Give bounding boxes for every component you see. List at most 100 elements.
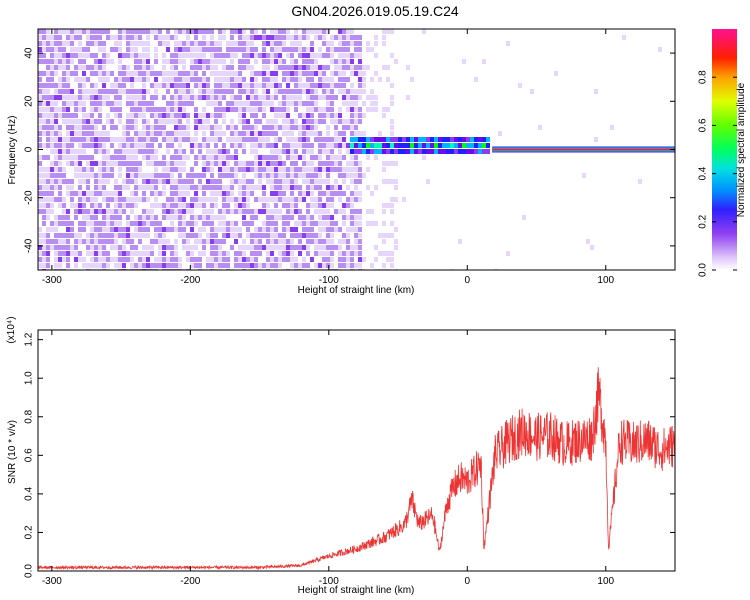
spectrogram-cell	[310, 83, 314, 88]
spectrogram-cell	[54, 257, 58, 262]
spectrogram-cell	[362, 65, 366, 70]
spectrogram-cell	[338, 89, 342, 94]
spectrogram-cell	[114, 179, 118, 184]
spectrogram-cell	[458, 149, 462, 154]
spectrogram-cell	[298, 155, 302, 160]
spectrogram-cell	[202, 155, 206, 160]
spectrogram-cell	[354, 53, 358, 58]
spectrogram-cell	[162, 155, 166, 160]
spectrogram-cell	[250, 71, 254, 76]
spectrogram-cell	[70, 113, 74, 118]
spectrogram-cell	[166, 59, 170, 64]
spectrogram-cell	[98, 233, 102, 238]
spectrogram-cell	[194, 77, 198, 82]
spectrogram-cell	[58, 155, 62, 160]
spectrogram-cell	[338, 125, 342, 130]
spectrogram-cell	[226, 113, 230, 118]
spectrogram-cell	[106, 137, 110, 142]
spectrogram-cell	[118, 137, 122, 142]
spectrogram-cell	[334, 197, 338, 202]
spectrogram-cell	[166, 155, 170, 160]
spectrogram-cell	[158, 107, 162, 112]
spectrogram-cell	[282, 89, 286, 94]
spectrogram-cell	[266, 215, 270, 220]
spectrogram-cell	[126, 47, 130, 52]
spectrogram-cell	[458, 143, 462, 148]
spectrogram-cell	[210, 263, 214, 268]
spectrogram-cell	[394, 143, 398, 148]
spectrogram-cell	[58, 95, 62, 100]
spectrogram-cell	[298, 125, 302, 130]
spectrogram-cell	[274, 137, 278, 142]
spectrogram-cell	[382, 257, 386, 262]
spectrogram-cell	[38, 209, 42, 214]
spectrogram-cell	[222, 83, 226, 88]
spectrogram-cell	[74, 53, 78, 58]
spectrogram-cell	[286, 173, 290, 178]
spectrogram-cell	[146, 77, 150, 82]
spectrogram-cell	[122, 155, 126, 160]
spectrogram-cell	[374, 185, 378, 190]
spectrogram-cell	[118, 167, 122, 172]
spectrogram-cell	[358, 161, 362, 166]
spectrogram-cell	[78, 197, 82, 202]
spectrogram-cell	[46, 233, 50, 238]
spectrogram-cell	[266, 251, 270, 256]
spectrogram-cell	[70, 161, 74, 166]
spectrogram-cell	[318, 119, 322, 124]
spectrogram-cell	[122, 227, 126, 232]
spectrogram-cell	[286, 107, 290, 112]
spectrogram-cell	[638, 179, 642, 184]
spectrogram-cell	[326, 95, 330, 100]
spectrogram-cell	[250, 47, 254, 52]
spectrogram-cell	[158, 119, 162, 124]
spectrogram-cell	[250, 179, 254, 184]
spectrogram-cell	[174, 233, 178, 238]
spectrogram-cell	[106, 215, 110, 220]
spectrogram-cell	[90, 89, 94, 94]
spectrogram-cell	[294, 251, 298, 256]
spectrogram-cell	[102, 53, 106, 58]
spectrogram-cell	[138, 215, 142, 220]
spectrogram-cell	[154, 47, 158, 52]
spectrogram-cell	[38, 233, 42, 238]
spectrogram-cell	[126, 89, 130, 94]
spectrogram-cell	[306, 125, 310, 130]
spectrogram-cell	[86, 47, 90, 52]
spectrogram-cell	[86, 197, 90, 202]
spectrogram-cell	[250, 161, 254, 166]
spectrogram-cell	[390, 137, 394, 142]
spectrogram-cell	[90, 137, 94, 142]
spectrogram-cell	[122, 113, 126, 118]
spectrogram-cell	[154, 227, 158, 232]
spectrogram-cell	[242, 95, 246, 100]
spectrogram-cell	[250, 65, 254, 70]
spectrogram-cell	[210, 149, 214, 154]
spectrogram-cell	[286, 89, 290, 94]
spectrogram-cell	[102, 173, 106, 178]
colorbar-tick-label: 0.2	[698, 214, 709, 228]
spectrogram-cell	[538, 125, 542, 130]
spectrogram-cell	[282, 107, 286, 112]
spectrogram-cell	[190, 203, 194, 208]
spectrogram-cell	[150, 197, 154, 202]
spectrogram-cell	[110, 83, 114, 88]
spectrogram-cell	[90, 185, 94, 190]
snr-y-label: SNR (10 * v/v)	[7, 420, 18, 484]
spectrogram-cell	[226, 227, 230, 232]
spectrogram-cell	[130, 95, 134, 100]
spectrogram-cell	[402, 149, 406, 154]
spectrogram-cell	[318, 137, 322, 142]
spectrogram-cell	[250, 41, 254, 46]
spectrogram-cell	[218, 227, 222, 232]
spectrogram-cell	[294, 107, 298, 112]
spectrogram-cell	[138, 107, 142, 112]
spectrogram-cell	[230, 251, 234, 256]
spectrogram-cell	[318, 227, 322, 232]
spectrogram-cell	[318, 185, 322, 190]
spectrogram-cell	[78, 149, 82, 154]
spectrogram-cell	[286, 95, 290, 100]
spectrogram-cell	[310, 143, 314, 148]
spectrogram-cell	[326, 185, 330, 190]
spectrogram-cell	[258, 263, 262, 268]
